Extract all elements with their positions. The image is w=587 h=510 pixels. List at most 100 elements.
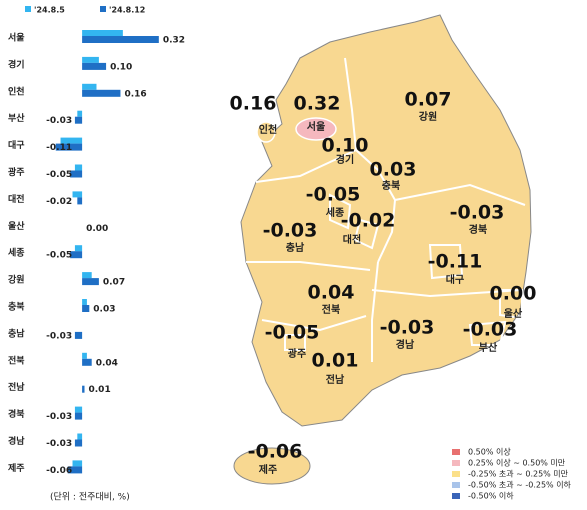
legend-swatch [452, 482, 460, 488]
category-label: 울산 [8, 220, 25, 232]
value-label: -0.03 [46, 412, 72, 422]
region-name: 경기 [336, 153, 354, 166]
value-label: 0.04 [96, 358, 118, 368]
value-label: -0.05 [46, 251, 72, 261]
value-label: 0.07 [103, 278, 125, 288]
region-value: -0.03 [263, 220, 318, 242]
category-label: 대구 [8, 139, 25, 151]
map-shapes [233, 14, 532, 485]
region-name: 충남 [286, 241, 305, 254]
legend-label: '24.8.12 [109, 6, 145, 15]
bar [82, 89, 121, 97]
value-label: 0.03 [93, 305, 115, 315]
category-label: 전남 [8, 381, 25, 393]
category-label: 경기 [8, 58, 25, 70]
region-name: 광주 [288, 348, 306, 360]
category-label: 경남 [8, 435, 25, 447]
bar [82, 56, 99, 63]
region-value: 0.32 [294, 93, 341, 115]
bar [82, 30, 123, 36]
legend-swatch [452, 460, 460, 466]
region-name: 경남 [396, 338, 415, 351]
region-name: 강원 [419, 110, 437, 123]
borders [246, 57, 526, 362]
bar [74, 439, 83, 447]
legend-label: -0.50% 초과 ~ -0.25% 이하 [468, 480, 572, 490]
legend-label: 0.50% 이상 [468, 447, 511, 457]
region-value: -0.03 [450, 202, 505, 224]
legend-label: -0.50% 이하 [468, 491, 514, 501]
seoul-area [295, 117, 337, 141]
legend-label: 0.25% 이상 ~ 0.50% 미만 [468, 458, 566, 468]
bar [70, 251, 83, 259]
bar [82, 36, 159, 43]
bar [74, 406, 83, 413]
category-label: 세종 [8, 247, 25, 259]
category-label: 부산 [8, 112, 25, 124]
legend-label: '24.8.5 [34, 6, 65, 15]
bar [55, 143, 83, 151]
bar [77, 433, 83, 440]
incheon-area [256, 121, 276, 143]
region-name: 대전 [343, 233, 361, 246]
category-label: 인천 [8, 86, 25, 97]
region-value: -0.05 [306, 184, 361, 206]
region-name: 전남 [326, 373, 345, 386]
bar [67, 466, 83, 474]
region-value: -0.05 [265, 322, 320, 344]
region-value: -0.02 [341, 210, 396, 232]
region-value: -0.06 [248, 441, 303, 463]
bar [82, 62, 107, 70]
region-name: 서울 [307, 120, 325, 133]
bar [82, 299, 87, 305]
value-label: 0.00 [86, 224, 108, 234]
unit-note: (단위 : 전주대비, %) [50, 492, 130, 503]
region-value: -0.11 [428, 251, 483, 273]
legend-label: -0.25% 초과 ~ 0.25% 미만 [468, 470, 569, 479]
bar [82, 305, 90, 312]
legend-swatch [25, 6, 31, 12]
legend-swatch [452, 493, 460, 499]
region-name: 인천 [259, 123, 277, 136]
region-value: 0.01 [312, 350, 359, 372]
value-label: -0.05 [46, 170, 72, 180]
value-label: 0.01 [89, 385, 111, 395]
bar [74, 412, 83, 420]
region-name: 충북 [382, 179, 400, 192]
value-label: -0.11 [46, 143, 72, 153]
bar [74, 245, 83, 252]
bar [82, 358, 92, 366]
region-name: 울산 [504, 307, 523, 320]
bar [82, 83, 97, 90]
bar [82, 278, 99, 286]
bar [77, 110, 83, 117]
bar [70, 170, 83, 178]
region-value: 0.00 [490, 283, 537, 305]
region-value: -0.03 [463, 319, 518, 341]
region-value: 0.16 [230, 93, 277, 115]
value-label: -0.06 [46, 466, 72, 476]
category-label: 충남 [8, 327, 25, 339]
value-label: 0.10 [110, 62, 132, 72]
category-label: 전북 [8, 354, 25, 366]
bar [72, 460, 83, 467]
region-name: 부산 [479, 341, 498, 354]
bar [82, 272, 92, 279]
value-label: 0.16 [124, 89, 146, 99]
value-label: 0.32 [163, 36, 185, 46]
value-label: -0.03 [46, 439, 72, 449]
legend-swatch [452, 471, 460, 477]
region-name: 대구 [446, 273, 464, 286]
category-label: 제주 [8, 462, 25, 474]
bar [77, 197, 83, 205]
value-label: -0.02 [46, 197, 72, 207]
region-name: 세종 [326, 206, 344, 219]
bar [82, 385, 85, 393]
legend-swatch [452, 449, 460, 455]
bar [74, 331, 83, 339]
bar [82, 352, 87, 359]
value-label: -0.03 [46, 116, 72, 126]
region-value: 0.04 [308, 282, 355, 304]
